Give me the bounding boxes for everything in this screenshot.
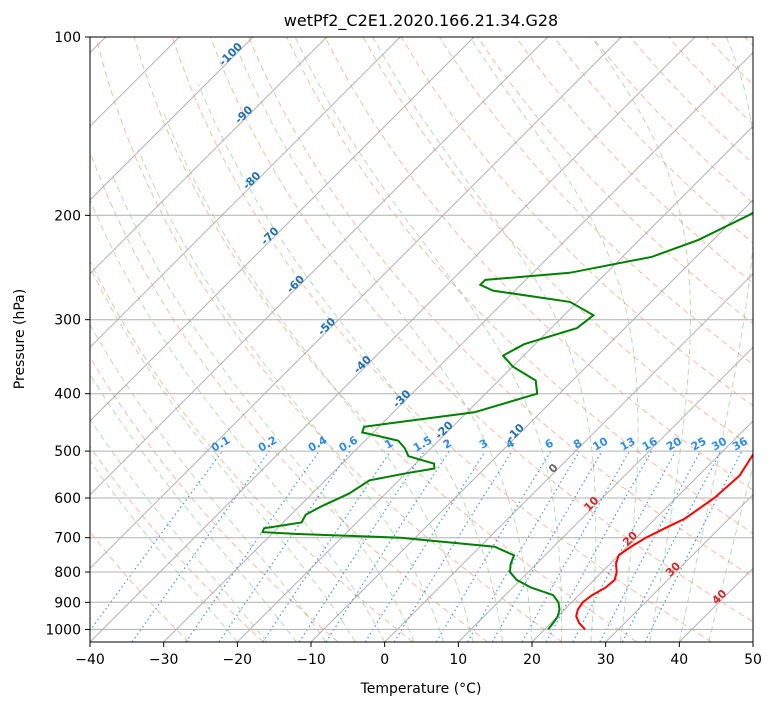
- x-tick-label: 50: [744, 652, 762, 668]
- mixing-ratio-line: [218, 450, 351, 642]
- y-tick-label: 1000: [45, 622, 81, 638]
- isotherm-line: [90, 37, 254, 201]
- isotherm-line: [310, 199, 753, 642]
- isotherm-line: [605, 493, 753, 642]
- plot-frame: [89, 36, 754, 643]
- y-tick-label: 200: [54, 208, 81, 224]
- x-tick-label: 0: [380, 652, 389, 668]
- dry-adiabat-line: [171, 37, 712, 642]
- moist-adiabat-line: [678, 37, 753, 642]
- isotherm-line: [163, 51, 753, 642]
- isotherm-line: [90, 37, 696, 642]
- x-axis-label: Temperature (°C): [360, 681, 482, 697]
- mixing-ratio-line: [364, 450, 486, 642]
- dry-adiabat-line: [90, 259, 414, 642]
- dry-adiabat-line: [90, 445, 264, 642]
- y-tick-label: 500: [54, 444, 81, 460]
- moist-adiabat-line: [163, 114, 474, 642]
- moist-adiabat-line: [372, 37, 597, 642]
- y-tick-label: 600: [54, 491, 81, 507]
- axis-ticks-layer: −40 −30 −20 −10 0 10 20 30 40 50 100 200 300 400 500 60…: [45, 30, 762, 668]
- dewpoint-profile-line: [261, 211, 753, 631]
- x-tick-label: −10: [296, 652, 326, 668]
- isotherm-line: [90, 37, 622, 570]
- isotherm-line: [531, 420, 753, 642]
- x-tick-label: −20: [223, 652, 253, 668]
- dry-adiabat-line: [210, 37, 753, 623]
- moist-adiabat-line: [90, 323, 327, 642]
- x-tick-label: −40: [75, 652, 105, 668]
- temperature-profile-line: [575, 452, 753, 631]
- x-tick-label: 30: [597, 652, 615, 668]
- moist-adiabat-line: [469, 37, 639, 642]
- moist-adiabat-line: [90, 373, 297, 642]
- mixing-ratio-line: [298, 450, 425, 642]
- y-axis-label: Pressure (hPa): [12, 289, 28, 389]
- moist-adiabat-line: [90, 418, 268, 642]
- isotherm-line: [457, 346, 753, 642]
- mixing-ratio-line: [435, 450, 552, 642]
- isotherm-line: [90, 37, 401, 349]
- mixing-ratio-line: [572, 450, 677, 642]
- y-tick-label: 700: [54, 531, 81, 547]
- mixing-ratio-line: [262, 450, 392, 642]
- mixing-ratio-line: [599, 450, 702, 642]
- dry-adiabat-line: [95, 37, 563, 642]
- mixing-ratio-line: [466, 450, 580, 642]
- moist-adiabat-line: [237, 49, 533, 642]
- y-tick-label: 800: [54, 565, 81, 581]
- isotherm-line: [384, 272, 753, 642]
- moist-adiabat-line: [90, 266, 356, 642]
- moist-adiabat-line: [590, 37, 691, 642]
- mixing-ratio-line: [185, 450, 320, 642]
- x-tick-label: −30: [149, 652, 179, 668]
- moist-adiabat-line: [197, 83, 503, 642]
- y-tick-label: 100: [54, 30, 81, 46]
- dry-adiabat-line: [248, 37, 753, 578]
- dry-adiabat-line: [324, 37, 753, 491]
- isotherm-line: [90, 37, 328, 275]
- moist-adiabat-line: [708, 464, 753, 642]
- dry-adiabat-line: [286, 37, 753, 534]
- moist-adiabat-line: [90, 459, 238, 642]
- moist-adiabat-line: [90, 198, 386, 642]
- moist-adiabat-line: [294, 37, 563, 642]
- y-tick-label: 300: [54, 313, 81, 329]
- dry-adiabat-line: [133, 37, 638, 642]
- isotherm-line: [90, 37, 475, 422]
- plot-lines-layer: [90, 37, 753, 642]
- isotherm-line: [90, 37, 549, 496]
- mixing-ratio-line: [325, 450, 450, 642]
- y-tick-label: 400: [54, 387, 81, 403]
- dry-adiabat-line: [515, 37, 753, 284]
- y-tick-label: 900: [54, 595, 81, 611]
- x-tick-label: 40: [670, 652, 688, 668]
- chart-title: wetPf2_C2E1.2020.166.21.34.G28: [284, 11, 558, 31]
- x-tick-label: 20: [523, 652, 541, 668]
- x-tick-label: 10: [449, 652, 467, 668]
